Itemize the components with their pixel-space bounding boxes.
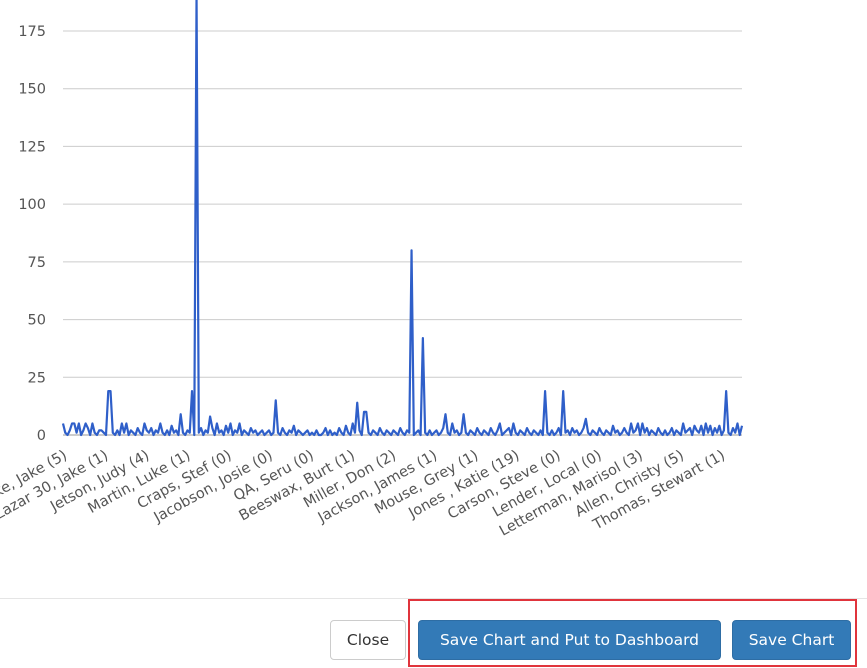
y-tick-label: 25: [28, 370, 46, 386]
y-tick-label: 150: [18, 82, 46, 98]
y-tick-label: 125: [18, 139, 46, 155]
y-tick-label: 175: [18, 24, 46, 40]
series-line: [61, 0, 744, 437]
save-chart-button[interactable]: Save Chart: [732, 620, 851, 660]
modal-footer: Close Save Chart and Put to Dashboard Sa…: [0, 598, 867, 668]
line-chart: 0 25 50 75 100 125 150 175 Jake, Jake (5) Lazar …: [0, 0, 744, 540]
y-tick-label: 50: [28, 313, 46, 329]
save-chart-and-put-to-dashboard-button[interactable]: Save Chart and Put to Dashboard: [418, 620, 721, 660]
y-tick-label: 100: [18, 197, 46, 213]
close-button[interactable]: Close: [330, 620, 406, 660]
y-tick-label: 0: [37, 428, 46, 444]
y-tick-label: 75: [28, 255, 46, 271]
